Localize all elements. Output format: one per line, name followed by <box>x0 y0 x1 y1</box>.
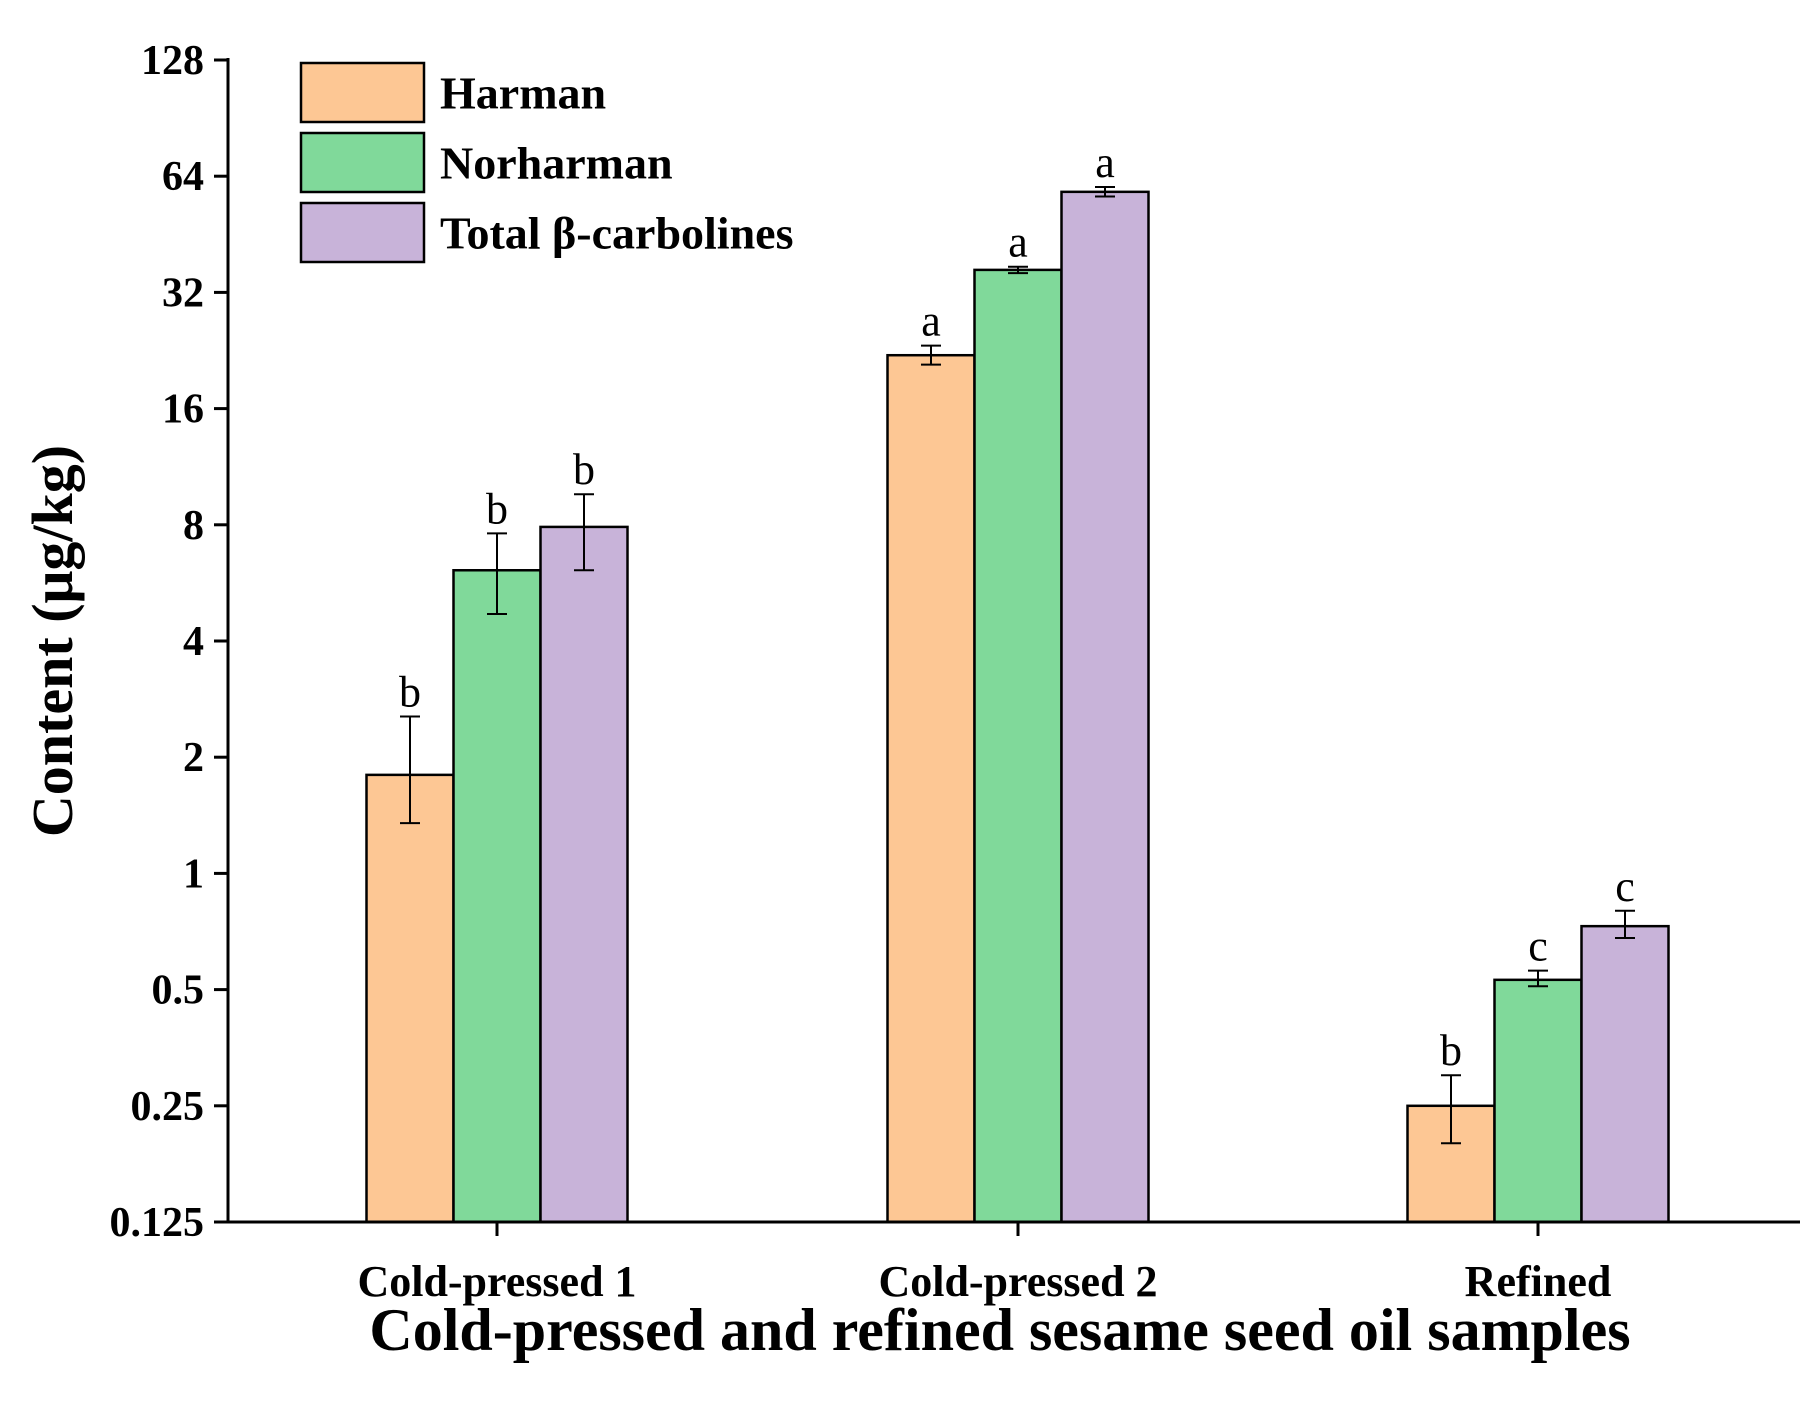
significance-label: b <box>573 445 595 494</box>
bar <box>1580 924 1670 1224</box>
x-axis-title: Cold-pressed and refined sesame seed oil… <box>369 1297 1630 1363</box>
labels-layer: b b b a a a b c c <box>399 138 1635 1075</box>
y-tick-label: 32 <box>162 270 204 316</box>
significance-label: a <box>1008 218 1028 267</box>
x-tick-label: Cold-pressed 2 <box>878 1257 1157 1306</box>
y-tick-label: 8 <box>183 503 204 549</box>
y-tick-label: 2 <box>183 735 204 781</box>
significance-label: b <box>1440 1026 1462 1075</box>
y-axis-title: Content (μg/kg) <box>20 445 85 837</box>
legend-swatch <box>299 61 426 124</box>
y-tick-label: 0.125 <box>110 1200 205 1246</box>
bar <box>973 268 1063 1224</box>
significance-label: a <box>1095 138 1115 187</box>
legend-label: Norharman <box>440 138 673 189</box>
legend-label: Harman <box>440 68 606 119</box>
significance-label: c <box>1528 922 1548 971</box>
bar <box>539 525 629 1224</box>
legend-label: Total β-carbolines <box>440 208 794 259</box>
significance-label: c <box>1615 862 1635 911</box>
bar <box>365 773 455 1224</box>
y-tick-label: 1 <box>183 851 204 897</box>
y-tick-label: 0.5 <box>152 968 205 1014</box>
bar <box>886 353 976 1224</box>
x-tick-label: Cold-pressed 1 <box>357 1257 636 1306</box>
bar <box>1060 190 1150 1224</box>
bar <box>1493 978 1583 1224</box>
legend-swatch <box>299 131 426 194</box>
bar <box>452 569 542 1224</box>
y-tick-label: 128 <box>141 38 204 84</box>
y-tick-label: 64 <box>162 154 204 200</box>
bars-layer <box>365 186 1670 1224</box>
x-tick-label: Refined <box>1465 1257 1612 1306</box>
y-tick-label: 0.25 <box>131 1084 205 1130</box>
legend: Harman Norharman Total β-carbolines <box>299 61 794 264</box>
y-tick-label: 16 <box>162 387 204 433</box>
legend-swatch <box>299 201 426 264</box>
y-tick-label: 4 <box>183 619 204 665</box>
significance-label: a <box>921 297 941 346</box>
axes-layer: 0.125 0.25 0.5 1 2 4 8 16 32 64 128 Cold-pressed 1 C… <box>110 38 1800 1306</box>
significance-label: b <box>399 667 421 716</box>
significance-label: b <box>486 484 508 533</box>
